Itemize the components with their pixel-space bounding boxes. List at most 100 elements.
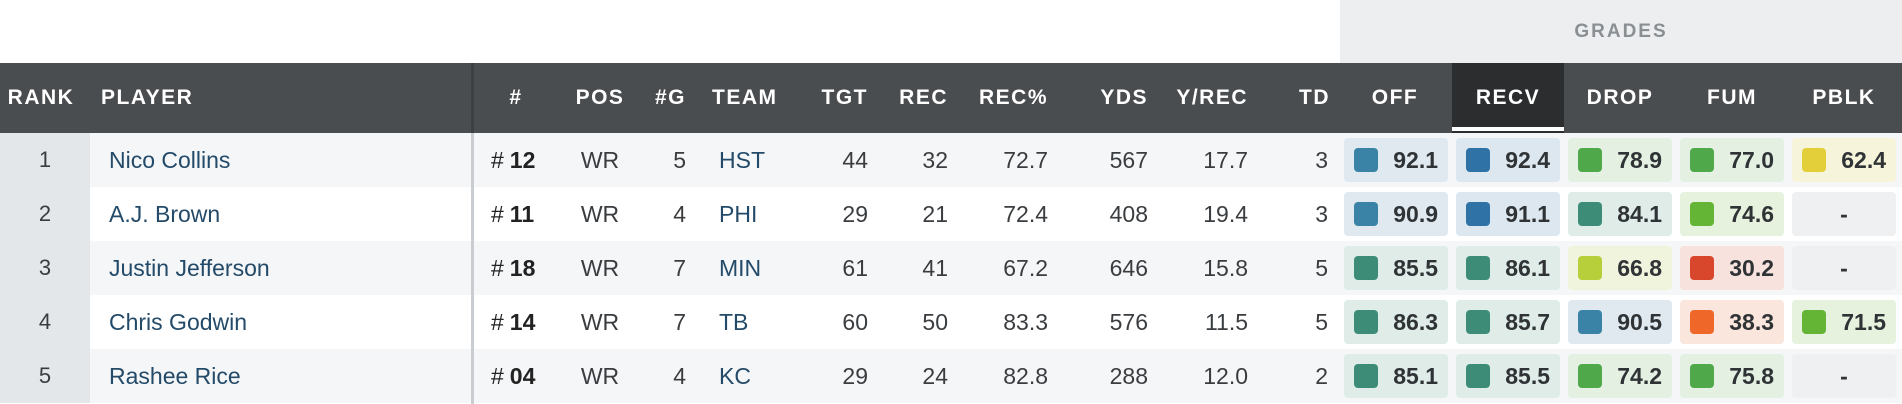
pos-cell: WR [580, 362, 620, 389]
col-header-fum[interactable]: FUM [1707, 86, 1757, 109]
rank-cell: 5 [0, 349, 90, 403]
grade-pblk-cell: 62.4 [1792, 138, 1896, 182]
table-row[interactable]: 5 Rashee Rice #04 WR 4 KC 29 24 82.8 288 12.0 2 85.1… [0, 349, 1902, 403]
grade-color-swatch [1578, 148, 1602, 172]
grade-color-swatch [1802, 148, 1826, 172]
grades-header-label: GRADES [1574, 20, 1668, 42]
player-name-link[interactable]: Rashee Rice [109, 362, 241, 389]
table-row[interactable]: 4 Chris Godwin #14 WR 7 TB 60 50 83.3 576 11.5 5 86.… [0, 295, 1902, 349]
grade-off-value: 92.1 [1393, 146, 1438, 173]
grade-fum-value: 74.6 [1729, 200, 1774, 227]
col-header-pblk[interactable]: PBLK [1812, 86, 1876, 109]
col-header-recv[interactable]: RECV [1452, 63, 1564, 133]
grade-fum-cell: 75.8 [1680, 354, 1784, 398]
td-cell: 3 [1315, 146, 1328, 173]
rec-cell: 50 [922, 308, 948, 335]
col-header-pos[interactable]: POS [575, 86, 625, 109]
col-header-jersey[interactable]: # [509, 86, 523, 109]
pos-cell: WR [580, 146, 620, 173]
jersey-number: 04 [509, 362, 536, 389]
col-header-team[interactable]: TEAM [712, 86, 778, 109]
col-header-tgt[interactable]: TGT [821, 86, 868, 109]
table-row[interactable]: 3 Justin Jefferson #18 WR 7 MIN 61 41 67.2 646 15.… [0, 241, 1902, 295]
grade-color-swatch [1466, 148, 1490, 172]
jersey-number: 18 [509, 254, 536, 281]
team-link[interactable]: TB [719, 308, 749, 335]
games-cell: 4 [673, 362, 686, 389]
grade-recv-value: 85.5 [1505, 362, 1550, 389]
table-header: RANK PLAYER # POS #G TEAM TGT REC REC% Y… [0, 63, 1902, 133]
td-cell: 2 [1315, 362, 1328, 389]
col-header-player[interactable]: PLAYER [101, 86, 194, 109]
jersey-cell: #14 [491, 295, 571, 349]
column-divider-body [471, 133, 474, 404]
tgt-cell: 29 [842, 362, 868, 389]
col-header-y-rec[interactable]: Y/REC [1176, 86, 1248, 109]
table-row[interactable]: 2 A.J. Brown #11 WR 4 PHI 29 21 72.4 408 19.4 3 90.9… [0, 187, 1902, 241]
rec-pct-cell: 67.2 [1003, 254, 1048, 281]
yds-cell: 408 [1109, 200, 1148, 227]
grade-color-swatch [1466, 202, 1490, 226]
yds-cell: 567 [1109, 146, 1148, 173]
grade-recv-cell: 91.1 [1456, 192, 1560, 236]
grade-color-swatch [1354, 202, 1378, 226]
grade-color-swatch [1578, 310, 1602, 334]
grade-color-swatch [1354, 364, 1378, 388]
grade-recv-cell: 92.4 [1456, 138, 1560, 182]
col-header-drop[interactable]: DROP [1586, 86, 1654, 109]
col-header-rank[interactable]: RANK [7, 86, 75, 109]
grade-off-cell: 85.1 [1344, 354, 1448, 398]
grade-color-swatch [1578, 202, 1602, 226]
col-header-td[interactable]: TD [1299, 86, 1330, 109]
col-header-off[interactable]: OFF [1371, 86, 1419, 109]
jersey-cell: #12 [491, 133, 571, 187]
grade-off-value: 90.9 [1393, 200, 1438, 227]
col-header-rec[interactable]: REC [899, 86, 948, 109]
grade-drop-cell: 78.9 [1568, 138, 1672, 182]
grade-pblk-cell: - [1792, 246, 1896, 290]
jersey-cell: #18 [491, 241, 571, 295]
table-row[interactable]: 1 Nico Collins #12 WR 5 HST 44 32 72.7 567 17.7 3 92… [0, 133, 1902, 187]
grade-off-cell: 92.1 [1344, 138, 1448, 182]
grade-fum-cell: 30.2 [1680, 246, 1784, 290]
grade-color-swatch [1690, 202, 1714, 226]
grade-color-swatch [1802, 310, 1826, 334]
y-rec-cell: 17.7 [1203, 146, 1248, 173]
rec-pct-cell: 72.7 [1003, 146, 1048, 173]
grade-off-cell: 86.3 [1344, 300, 1448, 344]
grade-fum-cell: 38.3 [1680, 300, 1784, 344]
rec-pct-cell: 72.4 [1003, 200, 1048, 227]
player-name-link[interactable]: Chris Godwin [109, 308, 248, 335]
pos-cell: WR [580, 200, 620, 227]
col-header-yds[interactable]: YDS [1100, 86, 1148, 109]
team-link[interactable]: MIN [719, 254, 762, 281]
team-link[interactable]: HST [719, 146, 765, 173]
team-link[interactable]: KC [719, 362, 751, 389]
grade-color-swatch [1578, 256, 1602, 280]
grade-recv-cell: 86.1 [1456, 246, 1560, 290]
grade-pblk-cell: 71.5 [1792, 300, 1896, 344]
grade-recv-cell: 85.5 [1456, 354, 1560, 398]
rec-cell: 21 [922, 200, 948, 227]
player-name-link[interactable]: A.J. Brown [109, 200, 221, 227]
player-name-link[interactable]: Nico Collins [109, 146, 231, 173]
jersey-hash: # [491, 362, 504, 389]
grade-fum-value: 30.2 [1729, 254, 1774, 281]
col-header-rec-pct[interactable]: REC% [978, 86, 1048, 109]
rank-cell: 1 [0, 133, 90, 187]
grade-fum-cell: 77.0 [1680, 138, 1784, 182]
pos-cell: WR [580, 308, 620, 335]
grade-drop-value: 90.5 [1617, 308, 1662, 335]
games-cell: 4 [673, 200, 686, 227]
pos-cell: WR [580, 254, 620, 281]
td-cell: 5 [1315, 254, 1328, 281]
grade-pblk-value: - [1840, 362, 1848, 389]
col-header-games[interactable]: #G [654, 86, 686, 109]
grade-fum-cell: 74.6 [1680, 192, 1784, 236]
y-rec-cell: 19.4 [1203, 200, 1248, 227]
player-name-link[interactable]: Justin Jefferson [109, 254, 270, 281]
jersey-number: 14 [509, 308, 536, 335]
grade-color-swatch [1354, 256, 1378, 280]
team-link[interactable]: PHI [719, 200, 758, 227]
